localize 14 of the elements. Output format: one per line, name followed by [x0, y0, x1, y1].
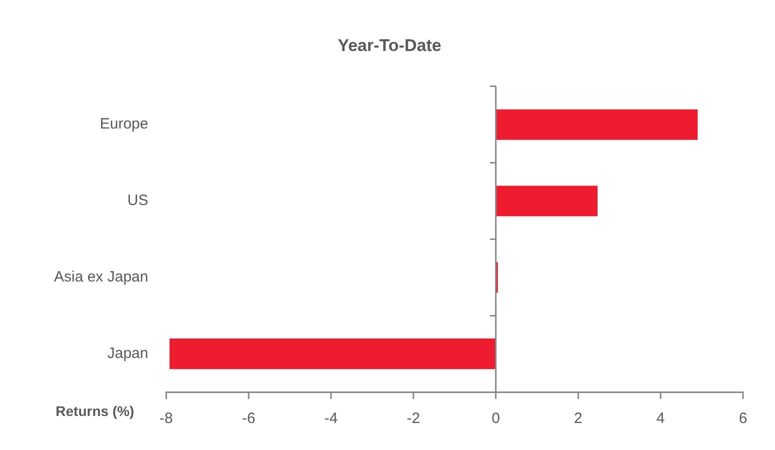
x-tick-label: 0 [492, 410, 500, 428]
y-tick-label: US [127, 192, 148, 210]
x-tick-label: -2 [406, 410, 420, 428]
x-tick-label: -4 [324, 410, 338, 428]
y-tick-label: Asia ex Japan [54, 268, 148, 286]
x-tick-label: 6 [738, 410, 748, 428]
chart-title: Year-To-Date [338, 36, 442, 55]
x-tick-label: -6 [242, 410, 256, 428]
x-axis-title: Returns (%) [56, 402, 134, 419]
x-tick-label: 4 [656, 410, 665, 428]
y-tick-label: Japan [107, 344, 148, 362]
x-tick-label: -8 [160, 410, 173, 428]
y-tick-label: Europe [100, 116, 148, 133]
x-tick-label: 2 [574, 410, 582, 428]
